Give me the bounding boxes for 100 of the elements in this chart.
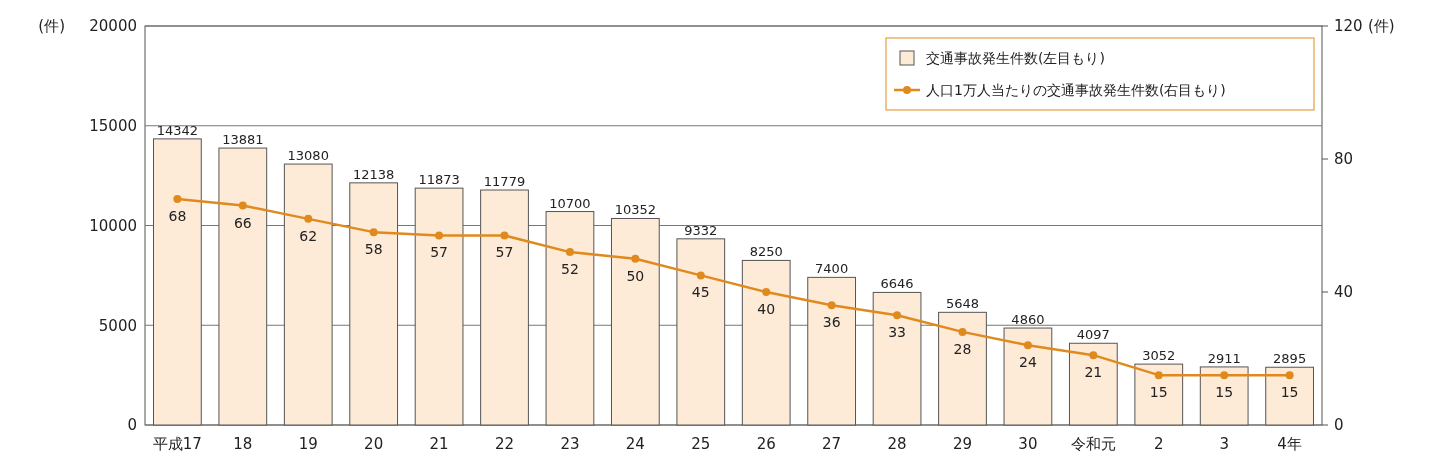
data-label: 10700 [549, 195, 591, 211]
point [435, 231, 444, 240]
x-tick-label: 22 [494, 435, 515, 453]
x-tick-label: 2 [1153, 435, 1164, 453]
x-tick-label: 28 [887, 435, 907, 453]
data-label: 7400 [815, 261, 849, 277]
data-label: 15 [1215, 384, 1234, 401]
x-tick-label: 27 [822, 435, 842, 453]
data-label: 57 [495, 244, 514, 261]
x-tick-label: 平成17 [152, 435, 202, 453]
data-label: 15 [1280, 384, 1299, 401]
x-tick-label: 3 [1219, 435, 1229, 453]
point [238, 201, 247, 210]
x-tick-label: 20 [364, 435, 384, 453]
data-label: 8250 [749, 244, 783, 260]
data-label: 13080 [287, 148, 329, 164]
point [304, 214, 313, 223]
bar [349, 182, 399, 426]
data-label: 45 [691, 284, 710, 301]
data-label: 11873 [418, 172, 460, 188]
x-tick-label: 令和元 [1070, 435, 1116, 453]
data-label: 36 [822, 314, 841, 331]
y-tick-label: 15000 [89, 117, 137, 135]
x-tick-label: 26 [756, 435, 776, 453]
point [1220, 371, 1229, 380]
data-label: 10352 [614, 202, 657, 218]
data-label: 3052 [1142, 348, 1176, 364]
bar [741, 259, 791, 426]
y2-tick-label: 80 [1334, 150, 1354, 169]
data-label: 4097 [1076, 327, 1110, 343]
y-tick-label: 5000 [98, 316, 137, 335]
point [369, 228, 378, 237]
data-label: 58 [364, 241, 383, 258]
data-label: 11779 [483, 174, 526, 190]
x-tick-label: 24 [625, 435, 645, 453]
x-tick-label: 25 [691, 435, 711, 453]
data-label: 6646 [880, 276, 914, 292]
point [893, 311, 902, 320]
bar [153, 138, 202, 426]
y2-tick-label: 120 [1334, 17, 1363, 36]
data-label: 28 [953, 340, 972, 357]
bar [1003, 327, 1053, 426]
y2-tick-label: 0 [1334, 416, 1344, 435]
bar [807, 276, 857, 426]
bar [610, 217, 660, 426]
bar [545, 211, 595, 426]
data-label: 62 [299, 227, 318, 244]
data-label: 9332 [684, 222, 718, 238]
legend-label: 人口1万人当たりの交通事故発生件数(右目もり) [926, 81, 1226, 98]
point [958, 327, 967, 336]
legend-label: 交通事故発生件数(左目もり) [926, 49, 1105, 66]
point [762, 288, 771, 296]
data-label: 14342 [156, 122, 199, 138]
bar [414, 187, 464, 426]
bar [1265, 366, 1314, 426]
data-label: 33 [888, 324, 906, 341]
point [827, 301, 836, 310]
point [1089, 351, 1098, 360]
y-tick-label: 10000 [89, 216, 137, 235]
y-tick-label: 0 [127, 416, 137, 435]
point [631, 254, 640, 263]
point [565, 248, 574, 257]
data-label: 13881 [222, 132, 264, 148]
point [1154, 371, 1163, 380]
x-tick-label: 29 [952, 435, 973, 453]
data-label: 15 [1149, 384, 1168, 401]
bar [1134, 363, 1184, 426]
x-tick-label: 18 [233, 435, 253, 453]
point [696, 271, 705, 280]
y-axis-title: (件) [38, 17, 65, 36]
bar [283, 163, 333, 426]
x-tick-label: 30 [1018, 435, 1038, 453]
data-label: 50 [626, 267, 645, 284]
data-label: 57 [430, 244, 448, 261]
data-label: 12138 [352, 166, 395, 182]
x-tick-label: 21 [429, 435, 449, 453]
data-label: 2895 [1273, 351, 1307, 367]
bar [1068, 342, 1118, 426]
data-label: 21 [1084, 364, 1103, 381]
bar [1199, 366, 1249, 426]
x-tick-label: 19 [298, 435, 318, 453]
x-tick-label: 23 [560, 435, 580, 453]
data-label: 4860 [1011, 312, 1045, 328]
point [1285, 371, 1294, 380]
point [500, 231, 509, 240]
y2-tick-label: 40 [1334, 283, 1354, 302]
data-label: 5648 [945, 296, 980, 312]
bar [676, 238, 726, 426]
data-label: 66 [233, 214, 252, 231]
data-label: 40 [757, 301, 776, 317]
y2-axis-title: (件) [1368, 17, 1395, 36]
data-label: 68 [168, 207, 187, 224]
bar [938, 311, 987, 426]
x-tick-label: 4年 [1277, 435, 1302, 453]
bar [218, 147, 268, 426]
data-label: 52 [561, 261, 579, 278]
data-label: 2911 [1207, 350, 1241, 366]
bar [480, 189, 529, 426]
point [173, 194, 182, 203]
bar [872, 291, 922, 426]
